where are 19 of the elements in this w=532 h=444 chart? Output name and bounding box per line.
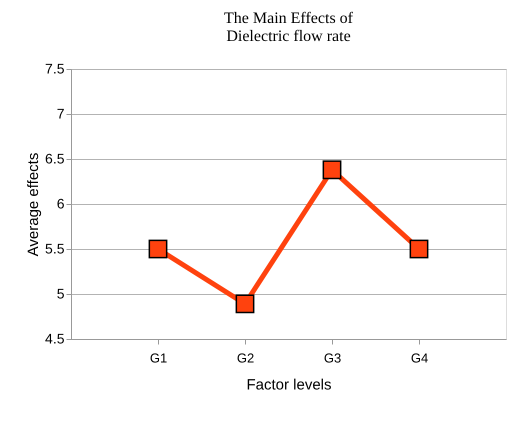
y-tick-label: 6 [56,196,65,212]
point [148,240,168,258]
y-axis-title: Average effects [25,152,42,256]
x-tick-label: G4 [410,350,428,366]
x-tick-label: G1 [150,350,168,366]
y-tick-label: 5 [56,286,65,302]
point [236,294,254,314]
text: Dielectric flow rate [226,28,351,45]
x-tick-label: G3 [324,350,342,366]
y-tick-label: 7 [56,106,65,122]
text: The Main Effects of [224,10,353,27]
y-tick-label: 7.5 [45,60,65,76]
y-tick-label: 6.5 [45,150,65,166]
point [322,160,342,180]
x-axis-title: Factor levels [246,376,332,394]
y-tick-label: 4.5 [45,330,65,346]
y-tick-label: 5.5 [45,240,65,256]
x-tick-label: G2 [236,350,254,366]
point [410,240,428,258]
